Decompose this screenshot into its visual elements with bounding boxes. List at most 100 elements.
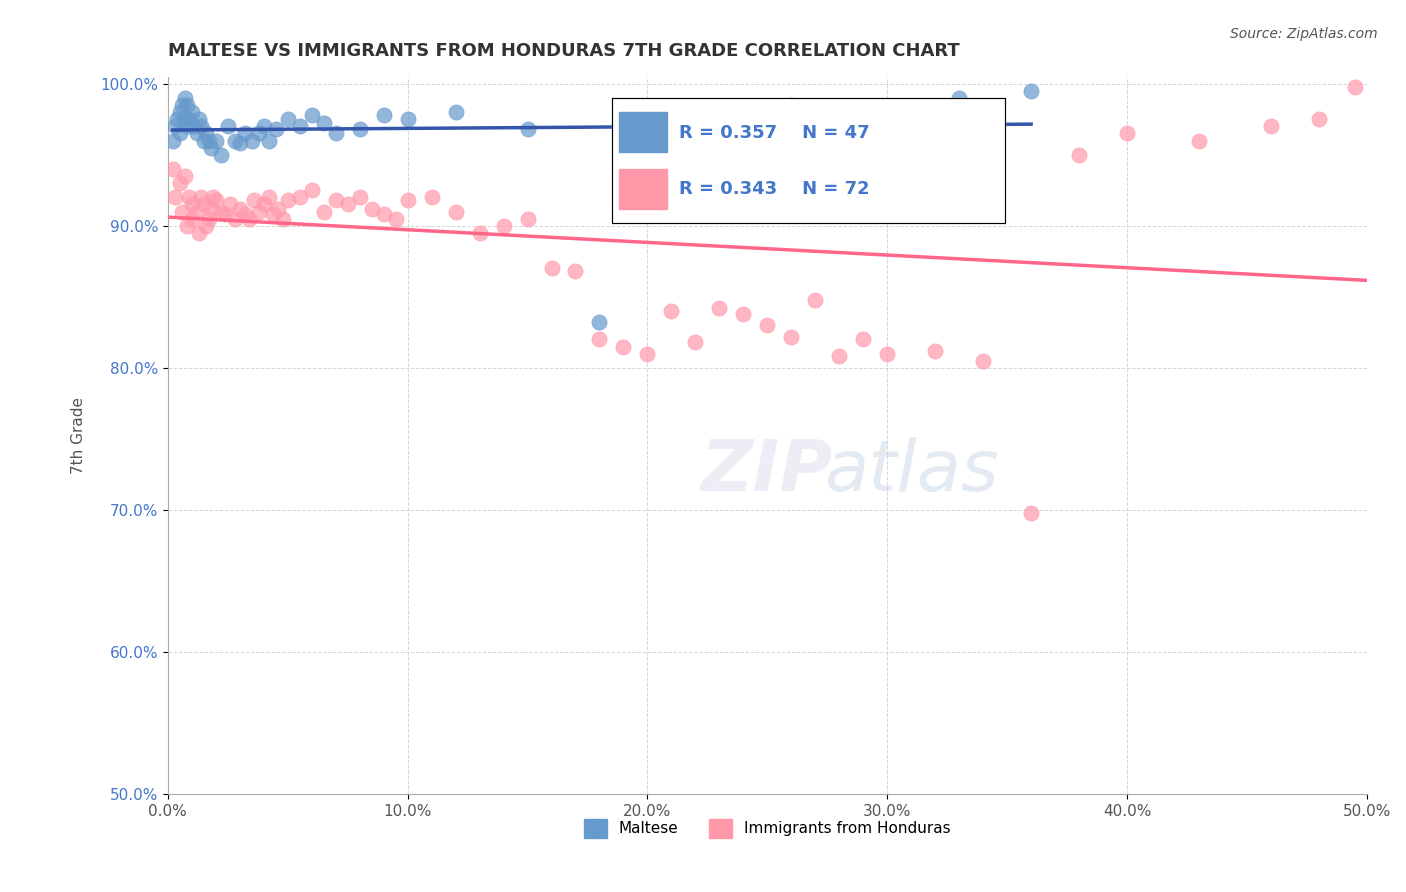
Point (172, 204, 194, 219)
Point (373, 207, 395, 221)
Point (972, 353, 994, 368)
Point (1344, 79, 1367, 94)
Point (179, 190, 201, 204)
Point (444, 204, 467, 219)
Point (233, 127, 256, 141)
Point (685, 335, 707, 350)
Point (685, 112, 707, 127)
Text: R = 0.343    N = 72: R = 0.343 N = 72 (679, 180, 869, 198)
Point (202, 190, 225, 204)
Point (173, 112, 195, 127)
Text: Source: ZipAtlas.com: Source: ZipAtlas.com (1230, 27, 1378, 41)
Point (336, 197, 359, 211)
Point (240, 134, 263, 148)
Point (162, 134, 184, 148)
Point (444, 105, 467, 120)
Point (420, 190, 443, 204)
Point (1067, 147, 1090, 161)
Point (200, 140, 222, 154)
Point (176, 120, 198, 134)
Point (516, 211, 538, 226)
Point (396, 193, 419, 207)
Point (828, 350, 851, 364)
Point (267, 202, 290, 216)
Point (349, 122, 371, 136)
Point (468, 226, 491, 240)
Point (876, 346, 898, 360)
Point (190, 190, 212, 204)
Point (264, 122, 287, 136)
Point (661, 304, 683, 318)
Point (588, 333, 610, 347)
Point (1019, 506, 1042, 520)
Point (924, 343, 946, 358)
Point (169, 176, 191, 190)
Point (214, 207, 236, 221)
Point (186, 127, 208, 141)
Point (262, 207, 284, 221)
Legend: Maltese, Immigrants from Honduras: Maltese, Immigrants from Honduras (578, 813, 957, 844)
Point (709, 301, 731, 315)
Point (301, 108, 323, 122)
Point (197, 134, 219, 148)
Point (243, 193, 266, 207)
FancyBboxPatch shape (620, 112, 666, 152)
Point (163, 120, 186, 134)
Point (162, 161, 184, 176)
Point (253, 197, 276, 211)
Point (204, 134, 226, 148)
Point (564, 264, 586, 278)
Point (277, 112, 299, 127)
Point (876, 105, 898, 120)
Point (1116, 127, 1139, 141)
Text: R = 0.357    N = 47: R = 0.357 N = 47 (679, 124, 869, 142)
Point (384, 211, 406, 226)
Point (193, 134, 215, 148)
Point (373, 108, 395, 122)
Point (229, 136, 252, 151)
Point (166, 112, 188, 127)
Point (224, 134, 246, 148)
Point (224, 211, 246, 226)
Point (1308, 112, 1330, 127)
Point (179, 112, 201, 127)
FancyBboxPatch shape (620, 169, 666, 210)
Point (257, 190, 280, 204)
Y-axis label: 7th Grade: 7th Grade (72, 397, 86, 474)
Point (183, 120, 205, 134)
Point (360, 202, 382, 216)
Point (247, 127, 270, 141)
Point (193, 197, 215, 211)
Point (172, 98, 194, 112)
Text: ZIP: ZIP (702, 437, 834, 506)
Point (288, 120, 311, 134)
Point (180, 211, 202, 226)
Point (169, 105, 191, 120)
Point (219, 197, 242, 211)
Point (636, 346, 658, 360)
Point (756, 318, 779, 333)
Point (180, 197, 202, 211)
Point (733, 307, 755, 321)
Point (804, 293, 827, 307)
Point (588, 315, 610, 329)
Point (325, 127, 347, 141)
Point (492, 219, 515, 233)
Point (349, 190, 371, 204)
Point (852, 333, 875, 347)
Point (238, 211, 260, 226)
Point (209, 204, 232, 219)
Point (540, 261, 562, 276)
Text: atlas: atlas (824, 437, 998, 506)
Point (233, 207, 256, 221)
Point (271, 211, 294, 226)
Point (204, 193, 226, 207)
Point (301, 183, 323, 197)
Point (180, 105, 202, 120)
Point (209, 147, 232, 161)
Point (612, 339, 634, 353)
Point (176, 98, 198, 112)
Point (325, 193, 347, 207)
Point (247, 204, 270, 219)
Point (277, 193, 299, 207)
